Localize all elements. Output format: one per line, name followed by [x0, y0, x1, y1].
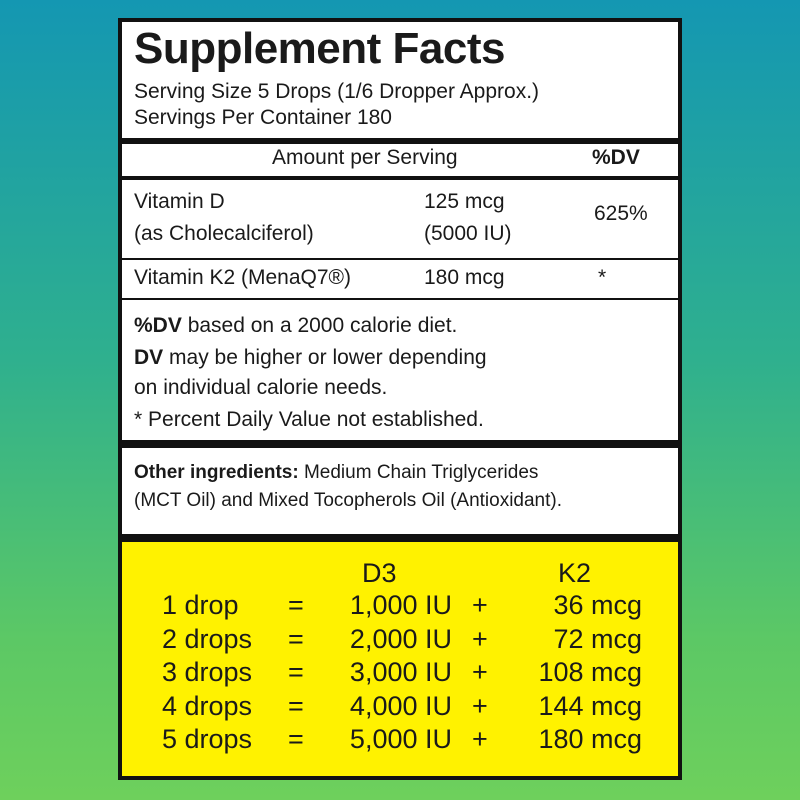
other-text: Medium Chain Triglycerides [298, 462, 539, 483]
dosing-plus: + [472, 590, 488, 620]
dosing-eq: = [288, 657, 304, 687]
divider [122, 298, 678, 300]
divider [122, 258, 678, 260]
nutrient-amount-iu: (5000 IU) [424, 222, 512, 245]
dosing-k2: 36 mcg [553, 590, 642, 620]
other-label: Other ingredients: [134, 462, 299, 483]
dosing-k2: 108 mcg [538, 657, 642, 687]
label-title: Supplement Facts [134, 24, 505, 73]
nutrient-name: Vitamin D [134, 190, 225, 213]
note-bold: %DV [134, 314, 182, 337]
header-d3: D3 [362, 558, 397, 588]
dosing-k2: 72 mcg [553, 623, 642, 654]
dosing-table: D3 K2 1 drop = 1,000 IU +36 mcg 2 drops = 2,00… [122, 542, 678, 776]
dosing-d3: 3,000 IU [349, 657, 452, 687]
divider [122, 138, 678, 144]
dosing-k2: 180 mcg [538, 724, 642, 754]
serving-size: Serving Size 5 Drops (1/6 Dropper Approx… [134, 80, 540, 103]
note-text: * Percent Daily Value not established. [134, 408, 484, 431]
dosing-drops: 4 drops [162, 690, 253, 721]
dosing-drops: 3 drops [162, 657, 253, 687]
divider [122, 440, 678, 448]
nutrient-amount: 125 mcg [424, 190, 505, 213]
nutrient-subname: (as Cholecalciferol) [134, 222, 314, 245]
dosing-eq: = [288, 623, 304, 654]
dosing-d3: 2,000 IU [349, 623, 452, 654]
servings-per-container: Servings Per Container 180 [134, 106, 392, 129]
note-text: based on a 2000 calorie diet. [181, 314, 458, 337]
nutrient-dv: * [598, 266, 607, 289]
supplement-facts-label: Supplement Facts Serving Size 5 Drops (1… [118, 18, 682, 780]
dosing-k2: 144 mcg [538, 690, 642, 721]
dosing-drops: 2 drops [162, 623, 253, 654]
dosing-eq: = [288, 590, 304, 620]
nutrient-dv: 625% [594, 202, 648, 225]
nutrient-name: Vitamin K2 (MenaQ7®) [134, 266, 352, 289]
dosing-plus: + [472, 724, 488, 754]
dosing-drops: 5 drops [162, 724, 253, 754]
dv-header: %DV [592, 146, 640, 169]
dosing-d3: 1,000 IU [349, 590, 452, 620]
note-text: on individual calorie needs. [134, 376, 388, 399]
nutrient-amount: 180 mcg [424, 266, 505, 289]
dosing-eq: = [288, 690, 304, 721]
header-k2: K2 [558, 558, 592, 588]
dosing-plus: + [472, 657, 488, 687]
dosing-d3: 4,000 IU [349, 690, 452, 721]
dosing-d3: 5,000 IU [349, 724, 452, 754]
divider [122, 534, 678, 542]
amount-header: Amount per Serving [272, 146, 458, 169]
dosing-plus: + [472, 623, 488, 654]
note-bold: DV [134, 346, 164, 369]
dosing-drops: 1 drop [162, 590, 239, 620]
divider [122, 176, 678, 180]
dosing-eq: = [288, 724, 304, 754]
dosing-plus: + [472, 690, 488, 721]
note-text: may be higher or lower depending [163, 346, 487, 369]
other-text: (MCT Oil) and Mixed Tocopherols Oil (Ant… [134, 490, 563, 511]
